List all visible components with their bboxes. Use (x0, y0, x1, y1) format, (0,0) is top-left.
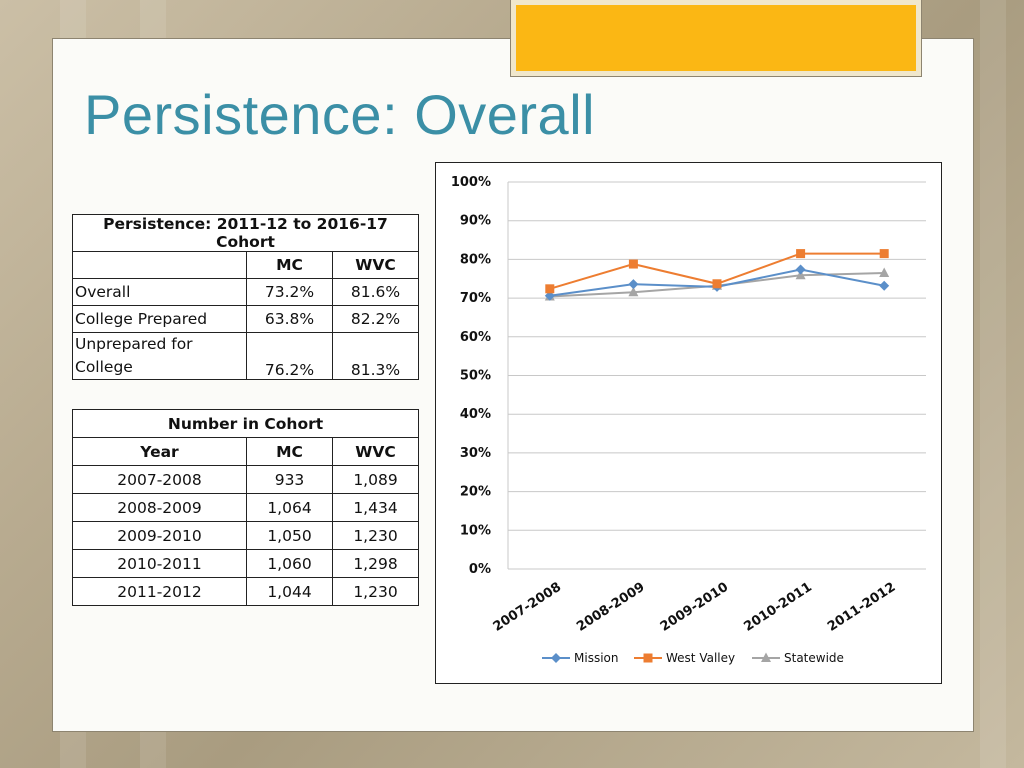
west-valley-data-point (712, 279, 722, 289)
y-tick-label: 20% (460, 485, 491, 500)
wvc-value: 81.6% (332, 278, 419, 306)
persistence-table: Persistence: 2011-12 to 2016-17 Cohort M… (72, 214, 419, 380)
year-cell: 2007-2008 (72, 465, 247, 494)
legend-mission-marker (551, 653, 561, 663)
y-tick-label: 50% (460, 369, 491, 384)
mc-value: 73.2% (246, 278, 333, 306)
header-cell: MC (246, 437, 333, 466)
legend-west-valley-marker (643, 653, 653, 663)
y-tick-label: 80% (460, 252, 491, 267)
row-label-line: Unprepared for (75, 335, 193, 353)
wvc-value: 1,298 (332, 549, 419, 578)
y-tick-label: 30% (460, 446, 491, 461)
cohort-table: Number in Cohort Year MC WVC 2007-2008 9… (72, 409, 419, 606)
year-cell: 2010-2011 (72, 549, 247, 578)
persistence-line-chart: 0% 10% 20% 30% 40% 50% 60% 70% 80% 90% 100% 2007-20… (435, 162, 942, 684)
table-header-row: Year MC WVC (72, 437, 419, 466)
y-tick-label: 70% (460, 291, 491, 306)
table-row: Overall 73.2% 81.6% (72, 278, 419, 306)
mc-value: 1,050 (246, 521, 333, 550)
legend-statewide-label: Statewide (784, 651, 844, 665)
row-label: Unprepared for College (72, 332, 247, 380)
mission-data-point (879, 280, 890, 291)
header-cell (72, 251, 247, 279)
mission-data-point (628, 279, 639, 290)
year-cell: 2008-2009 (72, 493, 247, 522)
y-tick-label: 60% (460, 330, 491, 345)
legend-west-valley-label: West Valley (666, 651, 735, 665)
x-tick-label: 2008-2009 (574, 580, 647, 635)
background-stripe (980, 0, 1006, 768)
west-valley-data-point (879, 249, 889, 259)
y-tick-label: 100% (451, 175, 491, 190)
mc-value: 76.2% (246, 332, 333, 380)
legend-statewide-marker (761, 652, 771, 662)
table-title-row: Persistence: 2011-12 to 2016-17 Cohort (72, 214, 419, 252)
mission-data-point (795, 264, 806, 275)
mc-value: 63.8% (246, 305, 333, 333)
year-cell: 2009-2010 (72, 521, 247, 550)
wvc-value: 1,230 (332, 577, 419, 606)
wvc-value: 81.3% (332, 332, 419, 380)
chart-canvas: 0% 10% 20% 30% 40% 50% 60% 70% 80% 90% 100% 2007-20… (451, 175, 926, 665)
persistence-table-title: Persistence: 2011-12 to 2016-17 Cohort (72, 214, 419, 252)
header-cell: MC (246, 251, 333, 279)
statewide-data-point (795, 269, 806, 280)
y-tick-label: 90% (460, 214, 491, 229)
y-tick-label: 0% (469, 562, 491, 577)
table-row: Unprepared for College 76.2% 81.3% (72, 332, 419, 380)
statewide-data-point (879, 267, 890, 277)
accent-block (510, 0, 922, 77)
header-cell: Year (72, 437, 247, 466)
wvc-value: 1,434 (332, 493, 419, 522)
x-tick-label: 2010-2011 (741, 580, 814, 635)
y-tick-label: 10% (460, 523, 491, 538)
row-label-line: College (75, 358, 133, 376)
header-cell: WVC (332, 437, 419, 466)
slide-title: Persistence: Overall (84, 83, 596, 146)
x-tick-label: 2009-2010 (658, 580, 731, 635)
x-tick-label: 2007-2008 (491, 580, 564, 635)
table-header-row: MC WVC (72, 251, 419, 279)
wvc-value: 82.2% (332, 305, 419, 333)
row-label: Overall (72, 278, 247, 306)
table-row: 2007-2008 933 1,089 (72, 465, 419, 494)
west-valley-data-point (628, 259, 638, 269)
y-tick-label: 40% (460, 407, 491, 422)
table-row: College Prepared 63.8% 82.2% (72, 305, 419, 333)
west-valley-data-point (796, 249, 806, 259)
row-label: College Prepared (72, 305, 247, 333)
header-cell: WVC (332, 251, 419, 279)
table-row: 2010-2011 1,060 1,298 (72, 549, 419, 578)
table-title-row: Number in Cohort (72, 409, 419, 438)
cohort-table-title: Number in Cohort (72, 409, 419, 438)
statewide-data-point (628, 286, 639, 297)
wvc-value: 1,230 (332, 521, 419, 550)
legend-mission-label: Mission (574, 651, 618, 665)
west-valley-data-point (545, 284, 555, 294)
year-cell: 2011-2012 (72, 577, 247, 606)
x-tick-label: 2011-2012 (825, 580, 898, 635)
table-row: 2011-2012 1,044 1,230 (72, 577, 419, 606)
table-row: 2009-2010 1,050 1,230 (72, 521, 419, 550)
table-row: 2008-2009 1,064 1,434 (72, 493, 419, 522)
mc-value: 1,044 (246, 577, 333, 606)
wvc-value: 1,089 (332, 465, 419, 494)
mc-value: 1,060 (246, 549, 333, 578)
mc-value: 933 (246, 465, 333, 494)
mc-value: 1,064 (246, 493, 333, 522)
